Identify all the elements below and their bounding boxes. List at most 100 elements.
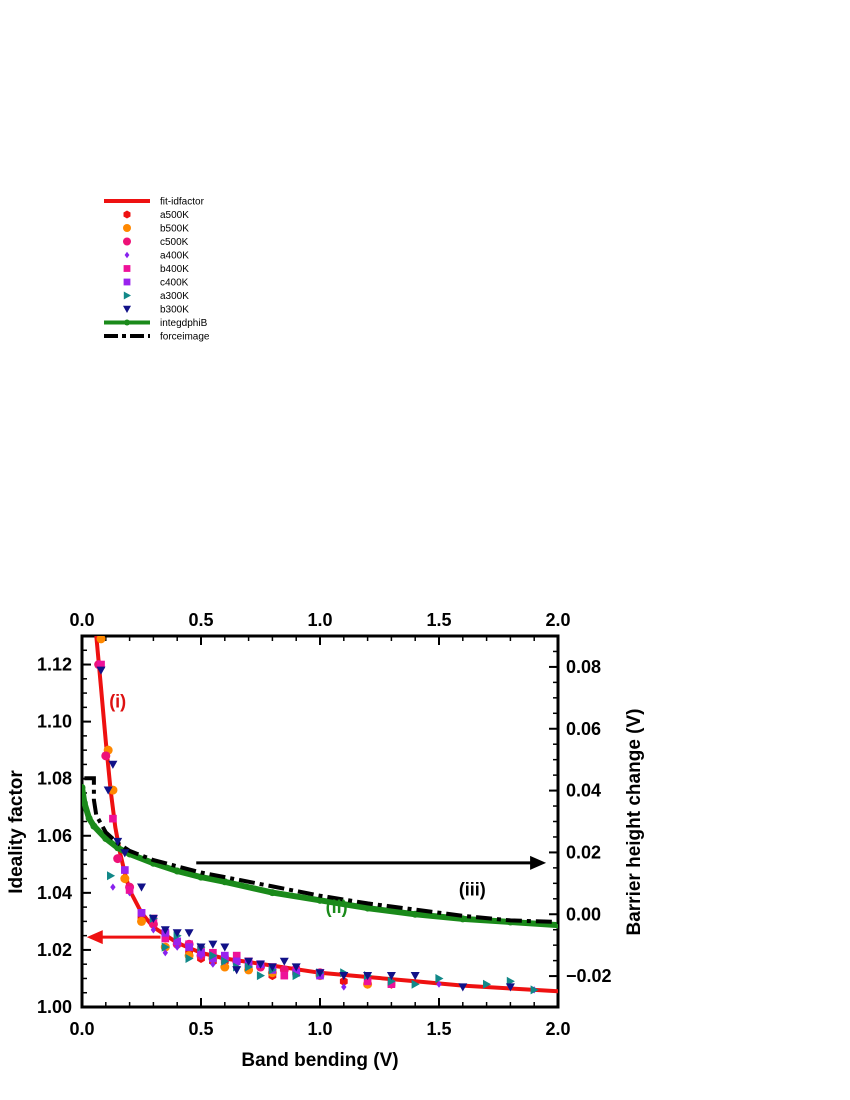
c400K-point	[121, 866, 129, 874]
legend-entry: b300K	[123, 305, 189, 316]
x-top-tick-label: 2.0	[545, 610, 570, 630]
b500K-point	[96, 636, 106, 644]
legend-marker	[123, 291, 131, 300]
integdphiB-point	[316, 896, 324, 904]
a400K-point	[210, 960, 216, 968]
x-top-tick-label: 1.0	[307, 610, 332, 630]
a300K-point	[256, 971, 265, 981]
b500K-point	[137, 916, 146, 926]
b300K-point	[363, 972, 373, 981]
integdphiB-point	[114, 844, 122, 852]
legend: fit-idfactor a500K b500K c500K a400K b400K c40…	[104, 197, 210, 343]
integdphiB-point	[364, 904, 372, 912]
legend-marker	[123, 237, 131, 246]
legend-marker	[123, 224, 131, 232]
c400K-point	[209, 954, 217, 963]
legend-entry: a300K	[123, 291, 189, 302]
x-tick-label: 2.0	[545, 1019, 570, 1039]
b300K-point	[232, 966, 242, 975]
forceimage-line	[84, 776, 558, 924]
b400K-point	[97, 660, 105, 669]
arrow-head	[530, 855, 547, 870]
y-axis-title: Ideality factor	[6, 770, 27, 894]
a300K-point	[185, 954, 194, 963]
integdphiB-point	[85, 814, 93, 822]
legend-label: b500K	[160, 224, 189, 235]
b300K-point	[103, 786, 113, 795]
b300K-point	[196, 943, 206, 952]
annotation-label: (ii)	[326, 897, 348, 917]
a300K-point	[483, 979, 492, 989]
integdphiB-point	[173, 867, 181, 875]
c400K-point	[185, 943, 193, 951]
y-tick-label: 1.02	[37, 940, 72, 960]
x-top-tick-label: 0.0	[69, 610, 94, 630]
y2-axis-title: Barrier height change (V)	[624, 709, 645, 936]
a300K-point	[221, 956, 230, 966]
y-tick-label: 1.12	[37, 655, 72, 675]
axis-ticks: 0.0 0.0 0.5 0.5 1.0 1.0 1.5 1.5 2.0 2.0 1.00 1.02 1.…	[37, 610, 612, 1039]
annotation-layer: (i) (ii) (iii)	[86, 691, 547, 945]
y-tick-label: 1.00	[37, 997, 72, 1017]
b300K-point	[386, 972, 396, 981]
y2-tick-label: −0.02	[566, 966, 612, 986]
integdphiB-point	[82, 783, 86, 791]
legend-marker	[124, 251, 130, 259]
plot-frame	[80, 634, 560, 1009]
legend-marker	[124, 319, 130, 326]
c400K-point	[137, 908, 146, 917]
integdphiB-point	[221, 878, 229, 886]
a400K-point	[341, 983, 347, 991]
a400K-point	[110, 883, 116, 891]
b300K-point	[184, 929, 194, 938]
a400K-point	[436, 980, 442, 988]
b300K-point	[291, 963, 301, 972]
b300K-point	[244, 957, 254, 966]
legend-entry: b400K	[123, 264, 189, 275]
b500K-point	[120, 874, 130, 884]
legend-label: a500K	[160, 210, 189, 221]
c400K-point	[232, 957, 241, 966]
integdphiB-line	[82, 787, 558, 929]
arrow-head	[86, 930, 103, 945]
y2-tick-label: 0.00	[566, 904, 601, 924]
legend-marker	[123, 210, 131, 219]
b400K-point	[161, 934, 170, 943]
c500K-point	[101, 751, 111, 761]
x-top-tick-label: 0.5	[188, 610, 213, 630]
legend-entry: b500K	[123, 224, 189, 235]
a300K-point	[435, 974, 444, 983]
a400K-point	[150, 926, 157, 934]
b400K-point	[387, 980, 396, 988]
b300K-point	[160, 926, 170, 935]
a300K-point	[245, 962, 254, 972]
b300K-point	[148, 914, 158, 923]
legend-label: c400K	[160, 278, 189, 289]
y-tick-label: 1.04	[37, 883, 72, 903]
b300K-point	[315, 969, 325, 978]
integdphiB-point	[411, 910, 419, 918]
b300K-point	[113, 837, 123, 846]
b300K-point	[410, 972, 420, 981]
a300K-point	[292, 971, 301, 981]
annotation-label: (iii)	[459, 880, 486, 900]
b300K-point	[267, 963, 277, 972]
b300K-point	[505, 983, 515, 992]
b400K-point	[232, 951, 241, 960]
legend-label: fit-idfactor	[160, 197, 205, 208]
a500K-point	[339, 976, 348, 986]
b300K-point	[172, 929, 182, 938]
x-axis-title: Band bending (V)	[241, 1050, 398, 1071]
b400K-point	[363, 977, 372, 986]
legend-entry: fit-idfactor	[104, 197, 205, 208]
b300K-point	[458, 983, 468, 992]
a300K-point	[387, 976, 396, 986]
legend-label: a300K	[160, 291, 189, 302]
legend-label: integdphiB	[160, 318, 208, 329]
b300K-point	[108, 760, 118, 769]
legend-marker	[123, 278, 131, 286]
legend-entry: integdphiB	[104, 318, 208, 329]
a300K-point	[209, 951, 218, 961]
a300K-point	[107, 871, 116, 881]
